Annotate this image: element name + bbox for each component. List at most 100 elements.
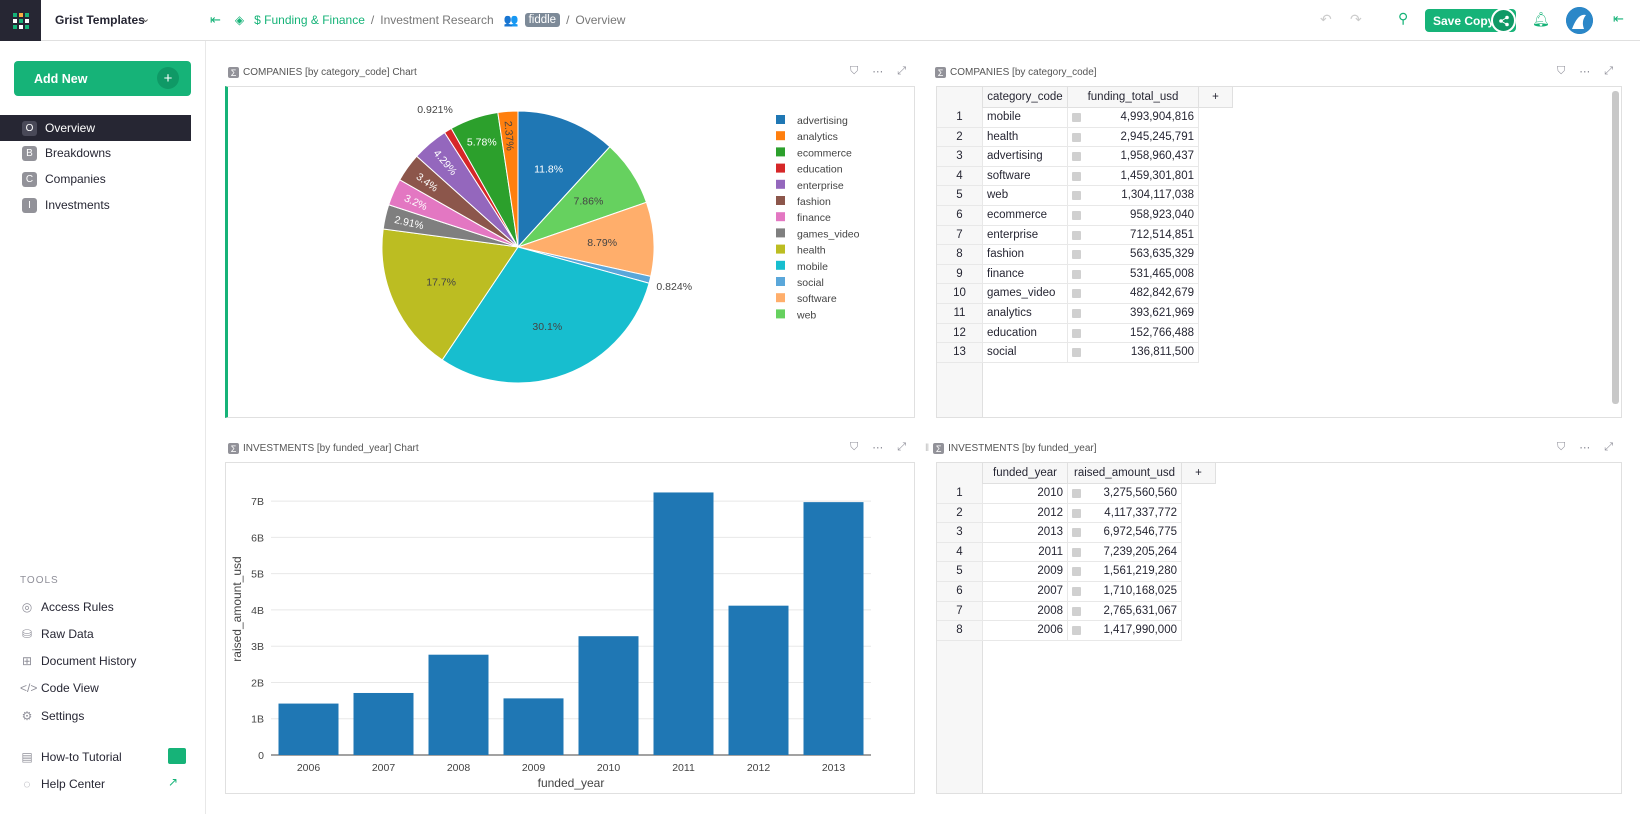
- bar-2013[interactable]: [803, 502, 864, 755]
- tool-help-center[interactable]: ◌ Help Center: [20, 775, 105, 793]
- tool-access-rules[interactable]: ◎ Access Rules: [20, 598, 114, 616]
- table-cell[interactable]: 2,945,245,791: [1068, 127, 1199, 148]
- row-number[interactable]: 9: [937, 264, 983, 285]
- bar-chart-panel[interactable]: 0 1B 2B 3B 4B 5B 6B 7B 2006 2007 2008 2009 2010 2011 2…: [225, 462, 915, 794]
- table-row[interactable]: 4 software 1,459,301,801: [937, 166, 1199, 187]
- row-number[interactable]: 4: [937, 542, 983, 563]
- table-cell[interactable]: fashion: [983, 245, 1068, 265]
- filter-icon[interactable]: ⛉: [1557, 441, 1566, 453]
- row-number[interactable]: 4: [937, 166, 983, 187]
- bar-2011[interactable]: [653, 492, 714, 755]
- breadcrumb-document[interactable]: Investment Research: [380, 13, 494, 27]
- table-cell[interactable]: education: [983, 323, 1068, 344]
- table-cell[interactable]: 393,621,969: [1068, 304, 1199, 324]
- table-cell[interactable]: 531,465,008: [1068, 264, 1199, 285]
- pie-chart-panel[interactable]: 11.8% 7.86% 8.79% 0.824% 30.1% 17.7% 2.91% 3.2%…: [225, 86, 915, 418]
- companies-table-panel[interactable]: category_code funding_total_usd +1 mobile 4,…: [936, 86, 1622, 418]
- table-cell[interactable]: social: [983, 343, 1068, 363]
- row-number[interactable]: 7: [937, 601, 983, 622]
- legend-item-health[interactable]: health: [797, 245, 826, 257]
- scrollbar[interactable]: [1612, 91, 1619, 404]
- table-row[interactable]: 1 2010 3,275,560,560: [937, 484, 1182, 504]
- table-row[interactable]: 9 finance 531,465,008: [937, 264, 1199, 285]
- table-cell[interactable]: analytics: [983, 304, 1068, 324]
- row-number[interactable]: 3: [937, 147, 983, 167]
- pie-slice-analytics[interactable]: [497, 110, 519, 248]
- table-row[interactable]: 10 games_video 482,842,679: [937, 284, 1199, 304]
- table-cell[interactable]: 4,993,904,816: [1068, 108, 1199, 128]
- bar-2007[interactable]: [353, 692, 414, 755]
- legend-item-education[interactable]: education: [797, 164, 843, 176]
- legend-item-games_video[interactable]: games_video: [797, 228, 860, 240]
- table-cell[interactable]: 152,766,488: [1068, 323, 1199, 344]
- table-cell[interactable]: web: [983, 186, 1068, 206]
- companies-table-title[interactable]: Σ COMPANIES [by category_code]: [935, 67, 1097, 78]
- table-row[interactable]: 2 health 2,945,245,791: [937, 127, 1199, 148]
- expand-icon[interactable]: ⤢: [897, 65, 907, 77]
- page-overview[interactable]: O Overview: [0, 115, 191, 141]
- legend-item-analytics[interactable]: analytics: [797, 131, 838, 143]
- table-row[interactable]: 3 2013 6,972,546,775: [937, 523, 1182, 543]
- row-number[interactable]: 12: [937, 323, 983, 344]
- column-header[interactable]: funded_year: [983, 463, 1068, 484]
- chevron-down-icon[interactable]: ⌄: [141, 13, 151, 25]
- collapse-panel-icon[interactable]: ⇤: [210, 12, 221, 27]
- table-row[interactable]: 5 2009 1,561,219,280: [937, 562, 1182, 582]
- table-cell[interactable]: 3,275,560,560: [1068, 484, 1182, 504]
- undo-icon[interactable]: ↶: [1320, 11, 1332, 27]
- table-cell[interactable]: 2011: [983, 542, 1068, 563]
- table-row[interactable]: 5 web 1,304,117,038: [937, 186, 1199, 206]
- row-number[interactable]: 5: [937, 562, 983, 582]
- column-header[interactable]: funding_total_usd: [1068, 87, 1199, 108]
- add-column-button[interactable]: +: [1199, 87, 1233, 108]
- table-cell[interactable]: 136,811,500: [1068, 343, 1199, 363]
- row-number[interactable]: 7: [937, 225, 983, 246]
- filter-icon[interactable]: ⛉: [1557, 65, 1566, 77]
- table-cell[interactable]: 1,417,990,000: [1068, 621, 1182, 641]
- row-number[interactable]: 2: [937, 127, 983, 148]
- legend-item-mobile[interactable]: mobile: [797, 261, 828, 273]
- pie-slice-mobile[interactable]: [441, 246, 650, 384]
- table-cell[interactable]: 712,514,851: [1068, 225, 1199, 246]
- legend-item-fashion[interactable]: fashion: [797, 196, 831, 208]
- add-new-button[interactable]: Add New +: [14, 61, 191, 96]
- legend-item-enterprise[interactable]: enterprise: [797, 180, 844, 192]
- search-icon[interactable]: ⚲: [1398, 10, 1409, 26]
- table-cell[interactable]: 2008: [983, 601, 1068, 622]
- table-row[interactable]: 11 analytics 393,621,969: [937, 304, 1199, 324]
- table-cell[interactable]: 2012: [983, 503, 1068, 524]
- legend-item-finance[interactable]: finance: [797, 212, 831, 224]
- more-icon[interactable]: ⋯: [872, 66, 884, 78]
- row-number[interactable]: 8: [937, 621, 983, 641]
- filter-icon[interactable]: ⛉: [850, 441, 859, 453]
- table-cell[interactable]: 563,635,329: [1068, 245, 1199, 265]
- more-icon[interactable]: ⋯: [1579, 442, 1591, 454]
- tool-code-view[interactable]: </> Code View: [20, 679, 99, 697]
- external-link-icon[interactable]: ↗: [168, 775, 179, 789]
- table-row[interactable]: 2 2012 4,117,337,772: [937, 503, 1182, 524]
- grist-logo[interactable]: [0, 0, 41, 41]
- legend-item-advertising[interactable]: advertising: [797, 115, 848, 127]
- table-cell[interactable]: 1,710,168,025: [1068, 582, 1182, 602]
- row-number[interactable]: 10: [937, 284, 983, 304]
- row-number[interactable]: 13: [937, 343, 983, 363]
- bar-2010[interactable]: [578, 636, 639, 755]
- bar-2009[interactable]: [503, 698, 564, 755]
- table-cell[interactable]: 2010: [983, 484, 1068, 504]
- table-cell[interactable]: 6,972,546,775: [1068, 523, 1182, 543]
- row-number[interactable]: 11: [937, 304, 983, 324]
- home-icon[interactable]: ◈: [234, 13, 245, 27]
- table-row[interactable]: 8 2006 1,417,990,000: [937, 621, 1182, 641]
- row-number[interactable]: 3: [937, 523, 983, 543]
- table-cell[interactable]: 1,304,117,038: [1068, 186, 1199, 206]
- investments-table-panel[interactable]: funded_year raised_amount_usd +1 2010 3,275,…: [936, 462, 1622, 794]
- bar-2012[interactable]: [728, 605, 789, 755]
- table-row[interactable]: 8 fashion 563,635,329: [937, 245, 1199, 265]
- row-number[interactable]: 6: [937, 206, 983, 226]
- table-cell[interactable]: games_video: [983, 284, 1068, 304]
- expand-icon[interactable]: ⤢: [897, 441, 907, 453]
- table-row[interactable]: 13 social 136,811,500: [937, 343, 1199, 363]
- more-icon[interactable]: ⋯: [872, 442, 884, 454]
- bar-2006[interactable]: [278, 703, 339, 755]
- table-cell[interactable]: mobile: [983, 108, 1068, 128]
